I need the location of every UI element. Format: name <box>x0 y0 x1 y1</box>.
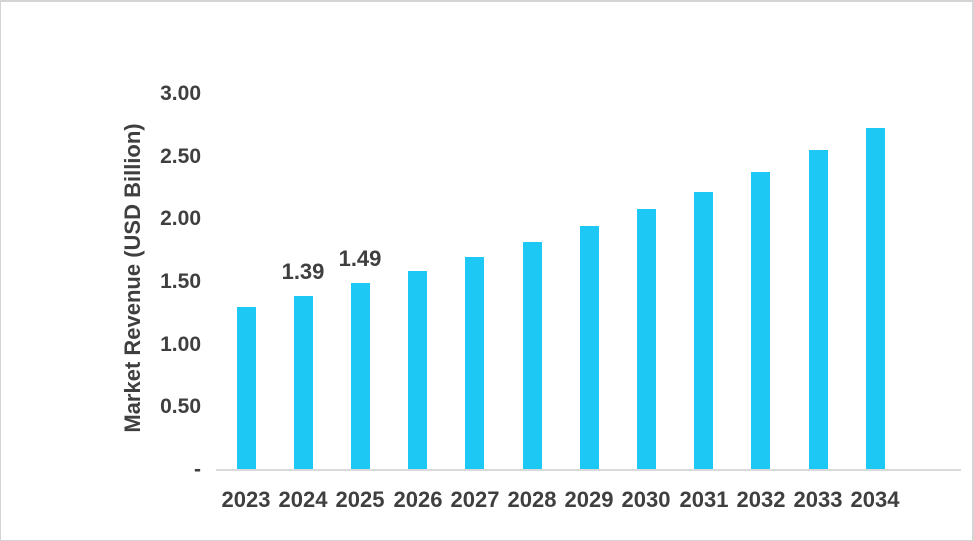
x-tick-label-2030: 2030 <box>621 487 671 512</box>
y-tick-label--: - <box>194 458 201 481</box>
x-tick-label-2032: 2032 <box>736 487 786 512</box>
bar-2031 <box>694 192 713 469</box>
x-axis-line <box>216 469 961 471</box>
y-tick-label-100: 1.00 <box>160 333 201 356</box>
bar-2034 <box>866 128 885 469</box>
bar-2024 <box>294 296 313 469</box>
x-tick-label-2023: 2023 <box>221 487 271 512</box>
x-tick-label-2029: 2029 <box>564 487 614 512</box>
y-tick-label-250: 2.50 <box>160 145 201 168</box>
bar-2029 <box>580 226 599 469</box>
y-tick-label-050: 0.50 <box>160 395 201 418</box>
bar-2027 <box>465 257 484 469</box>
x-tick-label-2031: 2031 <box>679 487 729 512</box>
bar-2033 <box>809 150 828 469</box>
bar-2030 <box>637 209 656 469</box>
bar-2028 <box>523 242 542 469</box>
bar-2032 <box>751 172 770 469</box>
x-tick-label-2024: 2024 <box>278 487 328 512</box>
data-label-2025: 1.49 <box>338 246 382 271</box>
y-tick-label-150: 1.50 <box>160 270 201 293</box>
x-tick-label-2026: 2026 <box>393 487 443 512</box>
x-tick-label-2027: 2027 <box>450 487 500 512</box>
bar-2026 <box>408 271 427 469</box>
x-tick-label-2028: 2028 <box>507 487 557 512</box>
x-tick-label-2034: 2034 <box>850 487 900 512</box>
x-tick-label-2025: 2025 <box>335 487 385 512</box>
data-label-2024: 1.39 <box>281 259 325 284</box>
y-tick-label-300: 3.00 <box>160 82 201 105</box>
y-tick-label-200: 2.00 <box>160 207 201 230</box>
x-tick-label-2033: 2033 <box>793 487 843 512</box>
bar-2025 <box>351 283 370 469</box>
bar-2023 <box>237 307 256 469</box>
